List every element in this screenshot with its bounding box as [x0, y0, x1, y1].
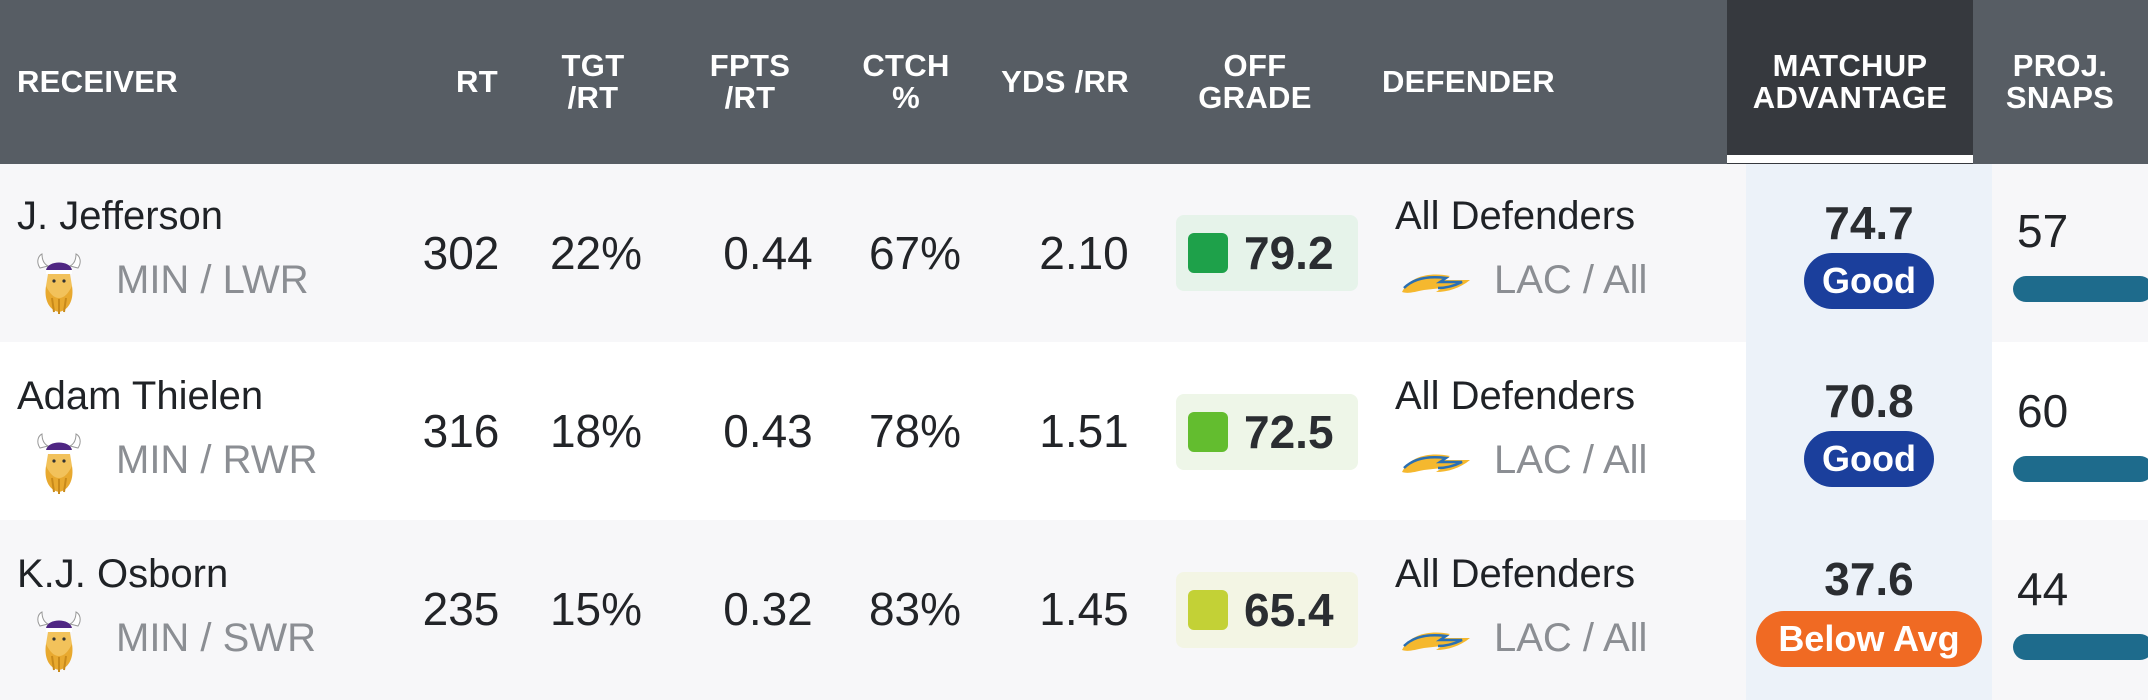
vikings-logo-icon [34, 250, 84, 314]
matchup-value: 74.7 [1824, 197, 1914, 249]
table-header: RECEIVER RT TGT/RT FPTS/RT CTCH% YDS /RR… [0, 0, 2148, 164]
tgt-rt-value: 22% [549, 227, 643, 279]
receiver-name[interactable]: K.J. Osborn [17, 552, 229, 596]
active-sort-underline [1727, 155, 1973, 163]
vikings-logo-icon [34, 430, 84, 494]
receiver-team-position: MIN / SWR [116, 616, 316, 660]
proj-snaps-value: 60 [2017, 385, 2069, 437]
rt-value: 302 [422, 227, 500, 279]
col-header-rt[interactable]: RT [456, 64, 498, 99]
col-header-off-grade[interactable]: OFF GRADE [1198, 48, 1312, 115]
matchup-value: 70.8 [1824, 375, 1914, 427]
defender-name[interactable]: All Defenders [1395, 194, 1636, 238]
matchup-value: 37.6 [1824, 553, 1914, 605]
defender-team: LAC / All [1494, 438, 1648, 482]
chargers-bolt-icon [1400, 446, 1472, 480]
tgt-rt-value: 18% [549, 405, 643, 457]
fpts-rt-value: 0.44 [723, 227, 813, 279]
vikings-logo-icon [34, 608, 84, 672]
defender-name[interactable]: All Defenders [1395, 552, 1636, 596]
proj-snaps-bar [2013, 276, 2148, 302]
col-header-matchup-advantage[interactable]: MATCHUP ADVANTAGE [1727, 0, 1973, 164]
defender-name[interactable]: All Defenders [1395, 374, 1636, 418]
defender-team: LAC / All [1494, 616, 1648, 660]
yds-rr-value: 1.45 [1039, 583, 1129, 635]
off-grade-badge: 65.4 [1176, 572, 1358, 648]
ctch-pct-value: 78% [868, 405, 962, 457]
col-header-receiver[interactable]: RECEIVER [17, 64, 178, 99]
proj-snaps-bar [2013, 634, 2148, 660]
yds-rr-value: 2.10 [1039, 227, 1129, 279]
proj-snaps-value: 44 [2017, 563, 2069, 615]
proj-snaps-bar [2013, 456, 2148, 482]
rt-value: 316 [422, 405, 500, 457]
col-header-proj-snaps[interactable]: PROJ. SNAPS [2005, 48, 2115, 115]
grade-color-swatch [1188, 412, 1228, 452]
receiver-team-position: MIN / LWR [116, 258, 309, 302]
chargers-bolt-icon [1400, 266, 1472, 300]
chargers-bolt-icon [1400, 624, 1472, 658]
off-grade-badge: 72.5 [1176, 394, 1358, 470]
rt-value: 235 [422, 583, 500, 635]
proj-snaps-value: 57 [2017, 205, 2069, 257]
col-header-yds-rr[interactable]: YDS /RR [1001, 64, 1129, 99]
grade-color-swatch [1188, 233, 1228, 273]
grade-color-swatch [1188, 590, 1228, 630]
defender-team: LAC / All [1494, 258, 1648, 302]
receiver-team-position: MIN / RWR [116, 438, 318, 482]
matchup-rating-badge: Good [1804, 253, 1934, 309]
col-header-fpts-rt[interactable]: FPTS/RT [709, 48, 791, 115]
col-header-tgt-rt[interactable]: TGT/RT [561, 48, 625, 115]
off-grade-badge: 79.2 [1176, 215, 1358, 291]
tgt-rt-value: 15% [549, 583, 643, 635]
fpts-rt-value: 0.43 [723, 405, 813, 457]
ctch-pct-value: 67% [868, 227, 962, 279]
ctch-pct-value: 83% [868, 583, 962, 635]
receiver-name[interactable]: Adam Thielen [17, 374, 264, 418]
matchup-rating-badge: Below Avg [1756, 611, 1982, 667]
receiver-name[interactable]: J. Jefferson [17, 194, 224, 238]
fpts-rt-value: 0.32 [723, 583, 813, 635]
matchup-rating-badge: Good [1804, 431, 1934, 487]
col-header-ctch-pct[interactable]: CTCH% [862, 48, 950, 115]
col-header-defender[interactable]: DEFENDER [1382, 64, 1555, 99]
yds-rr-value: 1.51 [1039, 405, 1129, 457]
